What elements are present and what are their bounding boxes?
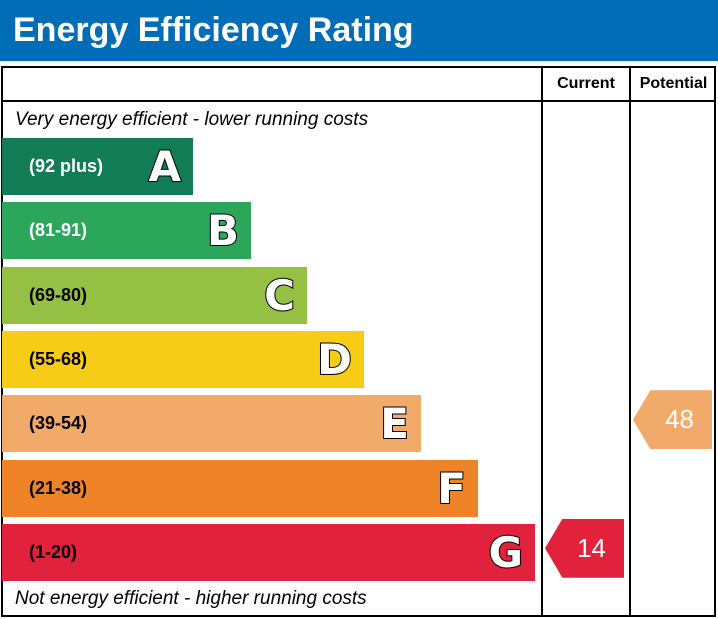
band-letter: D xyxy=(316,334,353,385)
band-range: (69-80) xyxy=(29,284,88,305)
band-c: (69-80) C xyxy=(2,266,307,324)
divider xyxy=(541,66,543,617)
divider xyxy=(1,100,716,102)
band-range: (81-91) xyxy=(29,220,88,241)
band-letter: E xyxy=(379,398,410,449)
band-range: (55-68) xyxy=(29,348,88,369)
current-rating-arrow: 14 xyxy=(545,518,624,578)
band-e: (39-54) E xyxy=(2,395,421,453)
bottom-note: Not energy efficient - higher running co… xyxy=(15,588,367,609)
band-letter: G xyxy=(488,527,525,578)
potential-rating-arrow: 48 xyxy=(633,390,712,450)
column-potential: Potential xyxy=(639,75,708,92)
band-range: (92 plus) xyxy=(29,156,104,176)
band-d: (55-68) D xyxy=(2,330,364,388)
band-letter: B xyxy=(206,205,240,256)
band-letter: F xyxy=(436,463,467,514)
divider xyxy=(629,66,631,617)
column-current: Current xyxy=(557,75,615,92)
band-letter: C xyxy=(263,270,296,321)
top-note: Very energy efficient - lower running co… xyxy=(15,109,369,130)
band-range: (1-20) xyxy=(29,541,78,562)
page-title: Energy Efficiency Rating xyxy=(0,0,718,61)
band-g: (1-20) G xyxy=(2,523,535,581)
band-a: (92 plus) A xyxy=(2,138,193,195)
band-b: (81-91) B xyxy=(2,202,251,260)
band-letter: A xyxy=(147,141,181,192)
band-f: (21-38) F xyxy=(2,459,478,517)
band-range: (39-54) xyxy=(29,413,88,434)
band-range: (21-38) xyxy=(29,477,88,498)
